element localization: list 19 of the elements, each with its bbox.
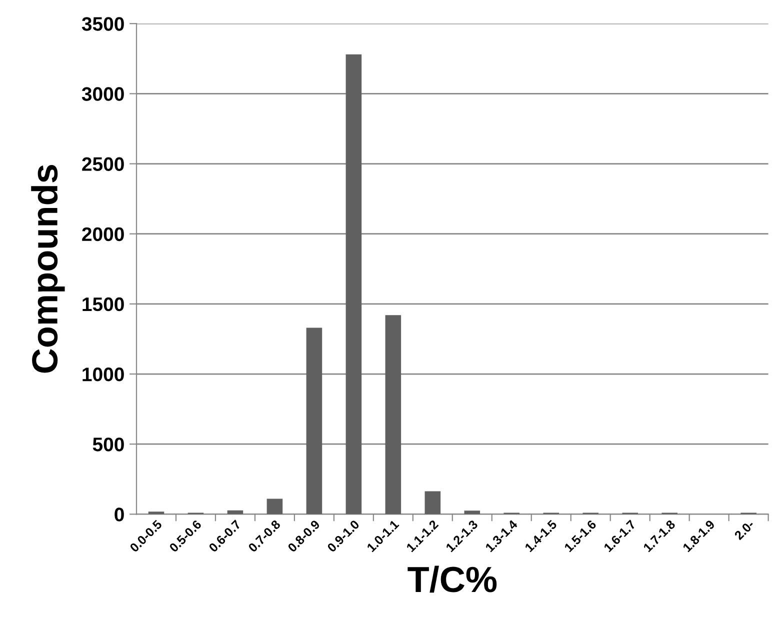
y-tick-label: 2000 bbox=[82, 227, 124, 242]
y-tick-label: 3500 bbox=[82, 17, 124, 31]
y-tick-label: 1500 bbox=[82, 297, 124, 312]
bar bbox=[266, 498, 283, 514]
y-tick-label: 0 bbox=[114, 508, 124, 522]
x-axis-title: T/C% bbox=[408, 566, 497, 593]
y-tick-label: 2500 bbox=[82, 157, 124, 172]
y-axis-title: Compounds bbox=[31, 165, 65, 373]
x-tick-label: 2.0- bbox=[734, 519, 755, 540]
bar bbox=[424, 491, 441, 514]
y-tick-label: 3000 bbox=[82, 87, 124, 101]
bar bbox=[306, 328, 322, 514]
bar bbox=[385, 315, 402, 514]
y-tick-label: 500 bbox=[92, 438, 124, 452]
bar bbox=[148, 512, 164, 514]
y-tick-label: 1000 bbox=[82, 367, 124, 382]
bar bbox=[464, 510, 480, 514]
bar bbox=[346, 54, 362, 514]
bar bbox=[227, 510, 244, 514]
